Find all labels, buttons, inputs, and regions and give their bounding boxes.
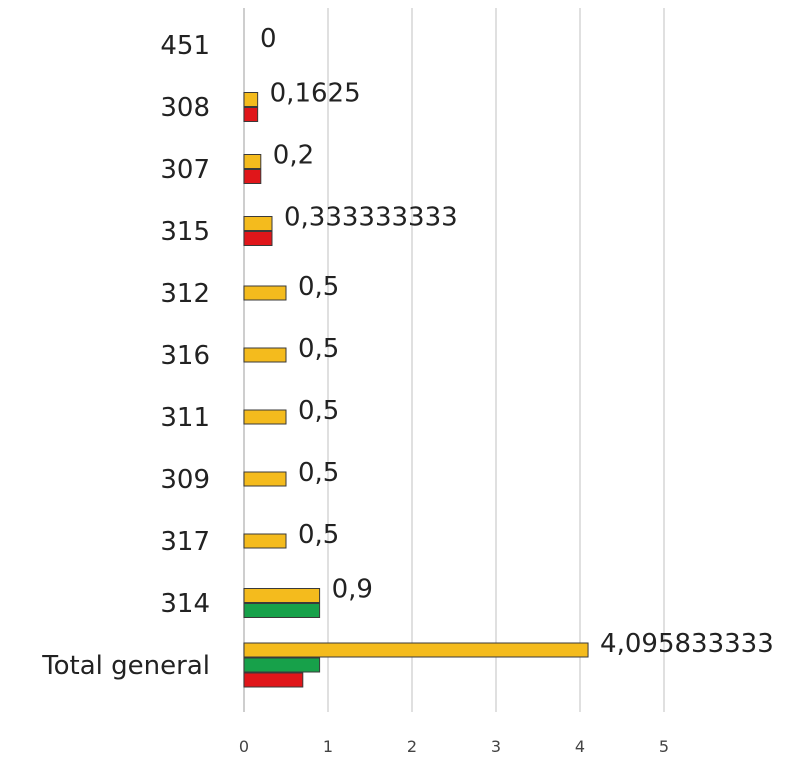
data-label: 4,095833333 <box>600 629 774 659</box>
category-label: 311 <box>160 403 210 433</box>
bar <box>243 231 273 246</box>
category-label: 308 <box>160 93 210 123</box>
data-label: 0,5 <box>298 396 339 426</box>
bar <box>243 409 287 425</box>
bar <box>243 92 259 107</box>
bar <box>243 169 262 184</box>
bar <box>243 657 321 673</box>
x-tick-label: 5 <box>659 737 669 756</box>
data-label: 0,5 <box>298 520 339 550</box>
bar <box>243 588 321 603</box>
data-label: 0,2 <box>273 141 314 171</box>
bar-layer <box>243 92 589 688</box>
bar <box>243 533 287 549</box>
x-tick-label: 1 <box>323 737 333 756</box>
x-tick-label: 0 <box>239 737 249 756</box>
data-label: 0,5 <box>298 458 339 488</box>
bar <box>243 642 589 658</box>
data-label: 0 <box>260 24 277 54</box>
bar <box>243 603 321 618</box>
bar <box>243 347 287 363</box>
data-label: 0,5 <box>298 272 339 302</box>
category-label: 307 <box>160 155 210 185</box>
category-label: Total general <box>41 651 210 681</box>
bar <box>243 672 304 688</box>
category-label: 314 <box>160 589 210 619</box>
x-tick-label: 2 <box>407 737 417 756</box>
data-label: 0,333333333 <box>284 203 458 233</box>
x-tick-label: 3 <box>491 737 501 756</box>
bar <box>243 154 262 169</box>
bar <box>243 285 287 301</box>
data-label: 0,5 <box>298 334 339 364</box>
category-label: 315 <box>160 217 210 247</box>
category-label: 451 <box>160 31 210 61</box>
x-tick-label: 4 <box>575 737 585 756</box>
category-label: 316 <box>160 341 210 371</box>
bar <box>243 471 287 487</box>
bar <box>243 107 259 122</box>
data-label: 0,1625 <box>270 79 361 109</box>
category-label: 309 <box>160 465 210 495</box>
data-label: 0,9 <box>332 575 373 605</box>
category-label: 312 <box>160 279 210 309</box>
label-layer: 0 1 2 3 4 5 451 0 308 0,1625 307 0,2 315 0,333333333 3… <box>41 24 774 756</box>
category-label: 317 <box>160 527 210 557</box>
bar <box>243 216 273 231</box>
